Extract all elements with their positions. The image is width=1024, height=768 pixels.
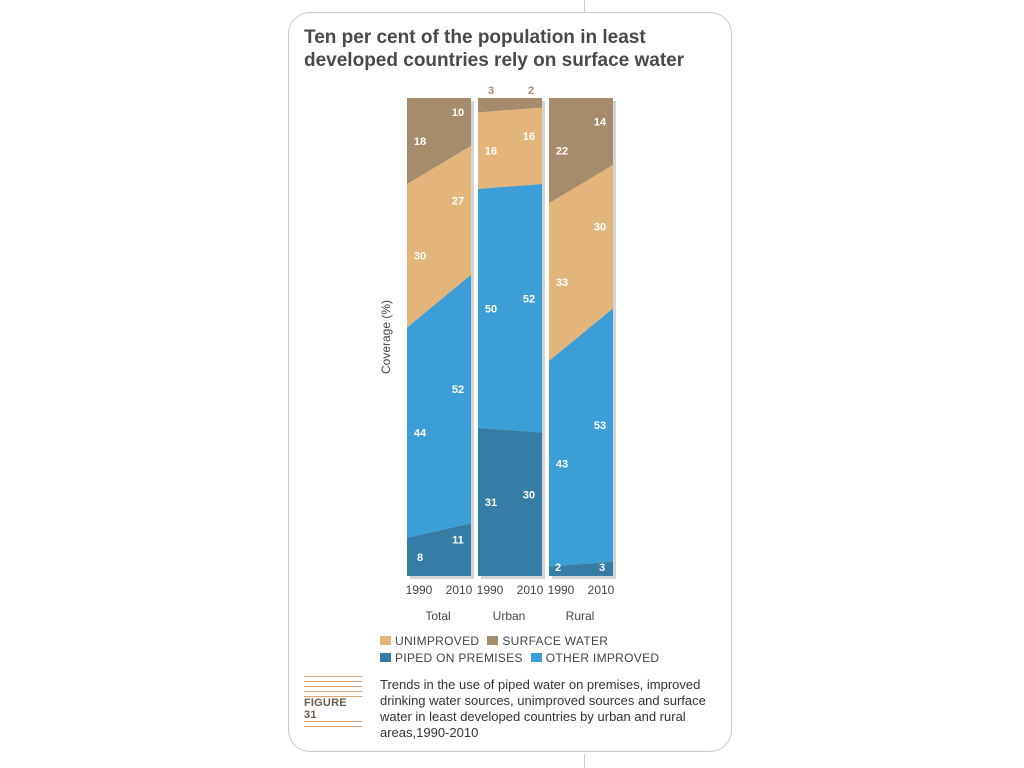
legend-item-other-improved: OTHER IMPROVED — [530, 650, 660, 665]
area-total-surface-water — [407, 98, 471, 185]
value-label: 44 — [414, 428, 427, 440]
area-total-piped — [407, 523, 471, 576]
top-guide-line — [584, 0, 585, 12]
value-label: 52 — [523, 293, 535, 305]
value-label: 22 — [556, 146, 568, 158]
legend-label-surface-water: SURFACE WATER — [502, 633, 609, 648]
bottom-guide-line — [584, 754, 585, 768]
panel-label: Total — [425, 609, 450, 623]
area-urban-surface-water — [478, 98, 542, 113]
value-label: 31 — [485, 497, 497, 509]
legend: UNIMPROVED SURFACE WATER PIPED ON PREMIS… — [380, 632, 720, 666]
value-label: 3 — [599, 562, 605, 574]
legend-row-2: PIPED ON PREMISES OTHER IMPROVED — [380, 649, 720, 666]
value-label: 10 — [452, 107, 464, 119]
legend-swatch-unimproved — [380, 636, 391, 645]
figure-caption: Trends in the use of piped water on prem… — [380, 677, 706, 740]
legend-item-unimproved: UNIMPROVED — [380, 634, 479, 648]
value-label: 18 — [414, 136, 426, 148]
area-urban-unimproved — [478, 107, 542, 189]
value-label: 30 — [414, 251, 426, 263]
x-tick-label: 1990 — [477, 583, 504, 597]
legend-label-unimproved: UNIMPROVED — [395, 633, 480, 648]
y-axis-label: Coverage (%) — [379, 300, 393, 374]
x-tick-label: 2010 — [517, 583, 544, 597]
value-label: 53 — [594, 420, 606, 432]
legend-swatch-surface-water — [487, 636, 499, 645]
x-tick-label: 1990 — [406, 583, 433, 597]
value-label: 16 — [523, 131, 535, 143]
value-label: 2 — [555, 562, 561, 574]
legend-label-other-improved: OTHER IMPROVED — [545, 650, 660, 665]
area-rural-other-improved — [549, 308, 613, 567]
area-total-other-improved — [407, 274, 471, 538]
value-label: 3 — [488, 85, 494, 97]
value-label: 43 — [556, 459, 568, 471]
legend-row-1: UNIMPROVED SURFACE WATER — [380, 632, 720, 649]
legend-item-piped: PIPED ON PREMISES — [380, 651, 523, 665]
area-total-unimproved — [407, 145, 471, 328]
area-rural-surface-water — [549, 98, 613, 204]
value-label: 2 — [528, 85, 534, 97]
value-label: 8 — [417, 552, 423, 564]
area-urban-piped — [478, 427, 542, 576]
value-label: 30 — [594, 222, 606, 234]
panel-label: Rural — [566, 609, 595, 623]
figure-number: FIGURE 31 — [304, 697, 364, 721]
legend-swatch-piped — [380, 653, 391, 662]
value-label: 50 — [485, 303, 497, 315]
x-tick-label: 2010 — [588, 583, 615, 597]
value-label: 30 — [523, 489, 535, 501]
area-rural-unimproved — [549, 164, 613, 361]
legend-item-surface-water: SURFACE WATER — [487, 634, 608, 648]
value-label: 52 — [452, 384, 464, 396]
value-label: 27 — [452, 195, 464, 207]
legend-swatch-other-improved — [530, 653, 542, 662]
panel-label: Urban — [493, 609, 526, 623]
chart-title: Ten per cent of the population in least … — [304, 27, 685, 71]
area-urban-other-improved — [478, 184, 542, 433]
figure-tag: FIGURE 31 — [304, 676, 364, 730]
x-tick-label: 1990 — [548, 583, 575, 597]
value-label: 33 — [556, 277, 568, 289]
value-label: 14 — [594, 116, 607, 128]
legend-label-piped: PIPED ON PREMISES — [395, 650, 523, 665]
value-label: 16 — [485, 146, 497, 158]
x-tick-label: 2010 — [446, 583, 473, 597]
value-label: 11 — [452, 535, 464, 547]
